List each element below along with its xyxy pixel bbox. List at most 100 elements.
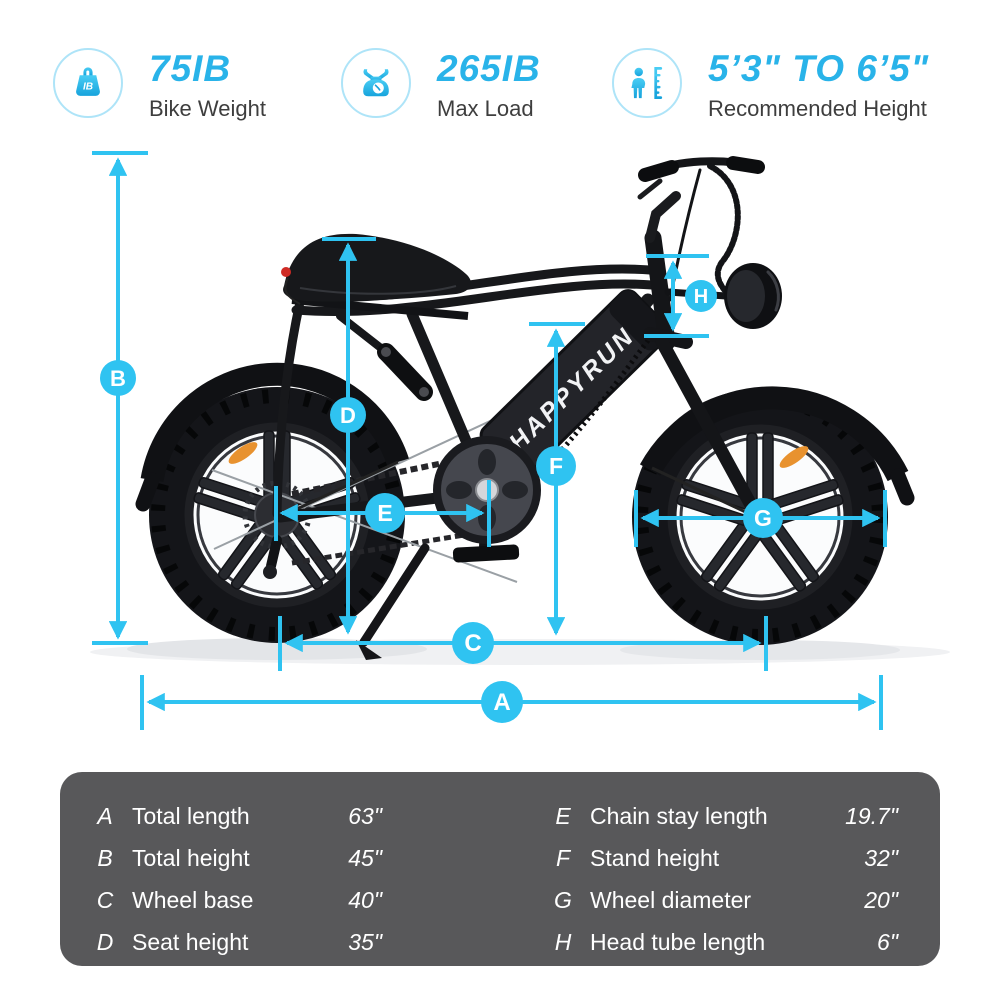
headlight-bracket	[664, 288, 730, 300]
spec-recommended-height: 5’3" TO 6’5" Recommended Height	[612, 48, 929, 122]
recommended-height-label: Recommended Height	[708, 96, 927, 121]
crankset	[433, 436, 541, 563]
dimension-table: A Total length 63" B Total height 45" C …	[60, 772, 940, 966]
row-label: Total length	[132, 802, 250, 829]
fork-crown	[643, 327, 693, 349]
height-range-icon	[612, 48, 682, 118]
row-value: 19.7"	[845, 802, 898, 829]
row-key: E	[555, 802, 571, 829]
table-row: E Chain stay length 19.7"	[550, 795, 898, 837]
stem	[645, 191, 681, 243]
row-key: A	[97, 802, 113, 829]
front-fender-stay	[651, 466, 755, 518]
seat-tube	[406, 308, 493, 496]
table-row: F Stand height 32"	[550, 837, 898, 879]
headlight	[724, 263, 782, 329]
handlebar	[644, 157, 761, 176]
table-row: G Wheel diameter 20"	[550, 879, 898, 921]
marker-B: B	[110, 366, 126, 391]
row-key: B	[97, 844, 113, 871]
chain	[291, 449, 498, 566]
rear-disc-brake	[242, 480, 312, 550]
dimension-table-left-column: A Total length 63" B Total height 45" C …	[92, 795, 382, 963]
rear-wheel	[149, 387, 405, 643]
rear-mud-flap	[135, 472, 160, 512]
front-reflector	[779, 446, 809, 468]
row-value: 63"	[348, 802, 382, 829]
top-rail-upper	[291, 264, 655, 302]
rear-fender	[140, 362, 409, 483]
row-label: Wheel base	[132, 886, 254, 913]
pedal	[452, 544, 520, 563]
cassette	[254, 492, 300, 538]
row-label: Seat height	[132, 928, 249, 955]
row-value: 20"	[864, 886, 898, 913]
marker-E: E	[377, 500, 392, 526]
marker-H: H	[694, 286, 708, 308]
row-value: 6"	[877, 928, 898, 955]
down-tube	[488, 293, 655, 485]
table-row: B Total height 45"	[92, 837, 382, 879]
brake-cables	[211, 345, 653, 583]
tail-light	[281, 267, 291, 277]
left-grip	[638, 160, 679, 182]
chainring	[433, 436, 541, 544]
coiled-cable	[707, 163, 741, 299]
kickstand	[356, 543, 430, 660]
marker-C: C	[464, 630, 481, 657]
table-row: H Head tube length 6"	[550, 921, 898, 963]
battery-pack: HAPPYRUN	[479, 289, 671, 479]
brake-lever	[637, 178, 663, 200]
row-key: H	[554, 928, 572, 955]
seat-stay	[272, 297, 305, 519]
table-row: C Wheel base 40"	[92, 879, 382, 921]
bike-weight-value: 75IB	[149, 48, 232, 89]
row-value: 35"	[348, 928, 382, 955]
frame	[272, 264, 657, 523]
weight-icon-text: IB	[83, 81, 93, 92]
marker-A: A	[493, 689, 510, 716]
right-grip	[726, 156, 765, 174]
motor-cable	[543, 333, 655, 470]
max-load-label: Max Load	[437, 96, 534, 121]
head-tube	[644, 229, 676, 351]
front-assembly	[637, 156, 782, 523]
table-row: A Total length 63"	[92, 795, 382, 837]
row-key: F	[555, 844, 571, 871]
front-mud-flap	[890, 468, 915, 506]
front-fork	[655, 335, 764, 523]
marker-F: F	[549, 453, 563, 479]
row-key: G	[554, 886, 572, 913]
scale-icon	[341, 48, 411, 118]
brand-logo: HAPPYRUN	[504, 322, 641, 457]
dimension-lines	[92, 151, 887, 730]
dimension-markers: B D E F G H C A	[100, 280, 783, 723]
rear-fender-stay	[285, 460, 399, 516]
row-label: Stand height	[590, 844, 720, 871]
front-fender	[639, 386, 909, 482]
row-label: Total height	[132, 844, 250, 871]
row-value: 40"	[348, 886, 382, 913]
chain-stay	[274, 486, 493, 523]
rear-shock	[377, 343, 433, 401]
marker-D: D	[340, 403, 356, 428]
top-rail-lower	[291, 279, 657, 317]
fenders	[135, 362, 915, 518]
row-value: 32"	[864, 844, 898, 871]
spec-bike-weight: IB 75IB Bike Weight	[53, 48, 266, 122]
row-label: Head tube length	[590, 928, 766, 955]
table-row: D Seat height 35"	[92, 921, 382, 963]
seat	[281, 233, 471, 320]
front-wheel	[632, 389, 888, 645]
row-key: C	[96, 886, 114, 913]
rear-reflector	[228, 442, 258, 464]
row-label: Wheel diameter	[590, 886, 752, 913]
row-value: 45"	[348, 844, 382, 871]
marker-G: G	[754, 505, 772, 531]
recommended-height-value: 5’3" TO 6’5"	[708, 48, 930, 89]
spec-max-load: 265IB Max Load	[341, 48, 541, 122]
ground-shadow	[90, 638, 950, 665]
row-key: D	[96, 928, 114, 955]
row-label: Chain stay length	[590, 802, 768, 829]
